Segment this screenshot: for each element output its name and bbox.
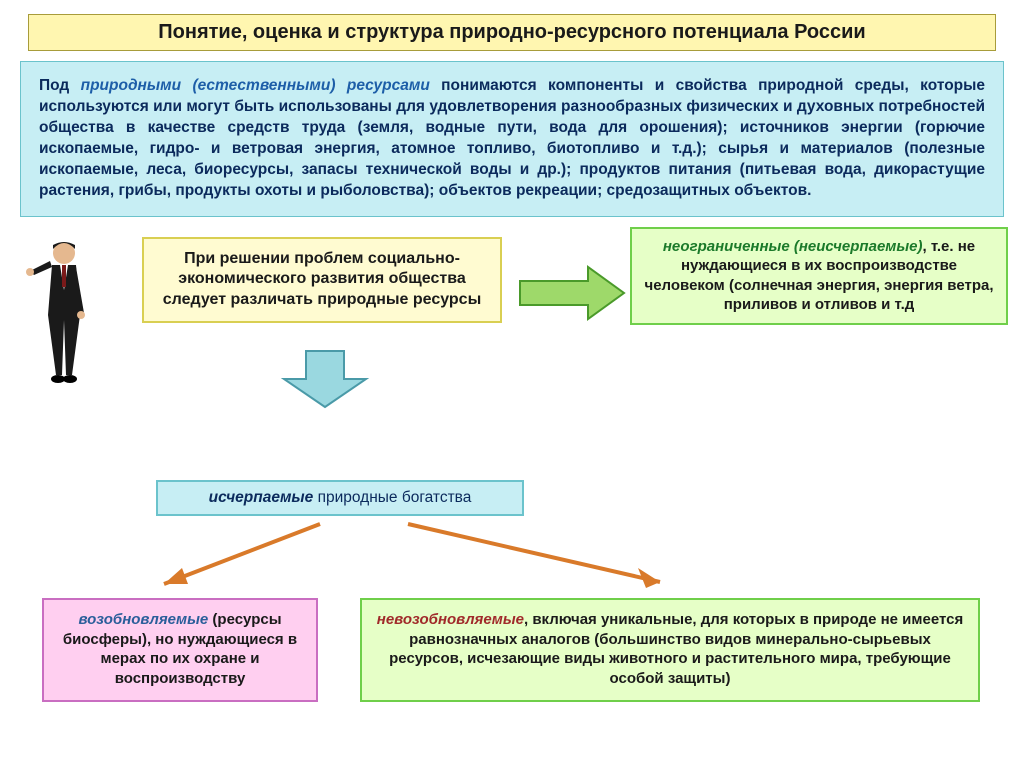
- definition-lead: Под: [39, 77, 81, 94]
- middle-row: При решении проблем социально-экономичес…: [20, 231, 1004, 391]
- cyan-emph: исчерпаемые: [209, 489, 314, 506]
- green-nonrenewable-box: невозобновляемые, включая уникальные, дл…: [360, 598, 980, 702]
- diagonal-arrow-left-icon: [134, 518, 334, 598]
- pink-renewable-box: возобновляемые (ресурсы биосферы), но ну…: [42, 598, 318, 702]
- yellow-central-box: При решении проблем социально-экономичес…: [142, 237, 502, 323]
- pink-emph: возобновляемые: [78, 611, 208, 628]
- definition-box: Под природными (естественными) ресурсами…: [20, 61, 1004, 217]
- cyan-tail: природные богатства: [313, 489, 471, 506]
- definition-emph: природными (естественными) ресурсами: [81, 77, 430, 94]
- definition-tail: понимаются компоненты и свойства природн…: [39, 77, 985, 199]
- title-box: Понятие, оценка и структура природно-рес…: [28, 14, 996, 51]
- businessman-figure: [24, 235, 110, 385]
- green-bottom-emph: невозобновляемые: [377, 611, 524, 628]
- businessman-icon: [24, 235, 110, 385]
- cyan-exhaustible-box: исчерпаемые природные богатства: [156, 480, 524, 516]
- title-text: Понятие, оценка и структура природно-рес…: [158, 21, 865, 43]
- yellow-text: При решении проблем социально-экономичес…: [163, 250, 482, 309]
- arrow-right-icon: [518, 263, 628, 323]
- arrow-down-icon: [280, 349, 370, 409]
- diagonal-arrow-right-icon: [400, 518, 700, 598]
- green-unlimited-box: неограниченные (неисчерпаемые), т.е. не …: [630, 227, 1008, 325]
- green-emph: неограниченные (неисчерпаемые): [663, 238, 923, 255]
